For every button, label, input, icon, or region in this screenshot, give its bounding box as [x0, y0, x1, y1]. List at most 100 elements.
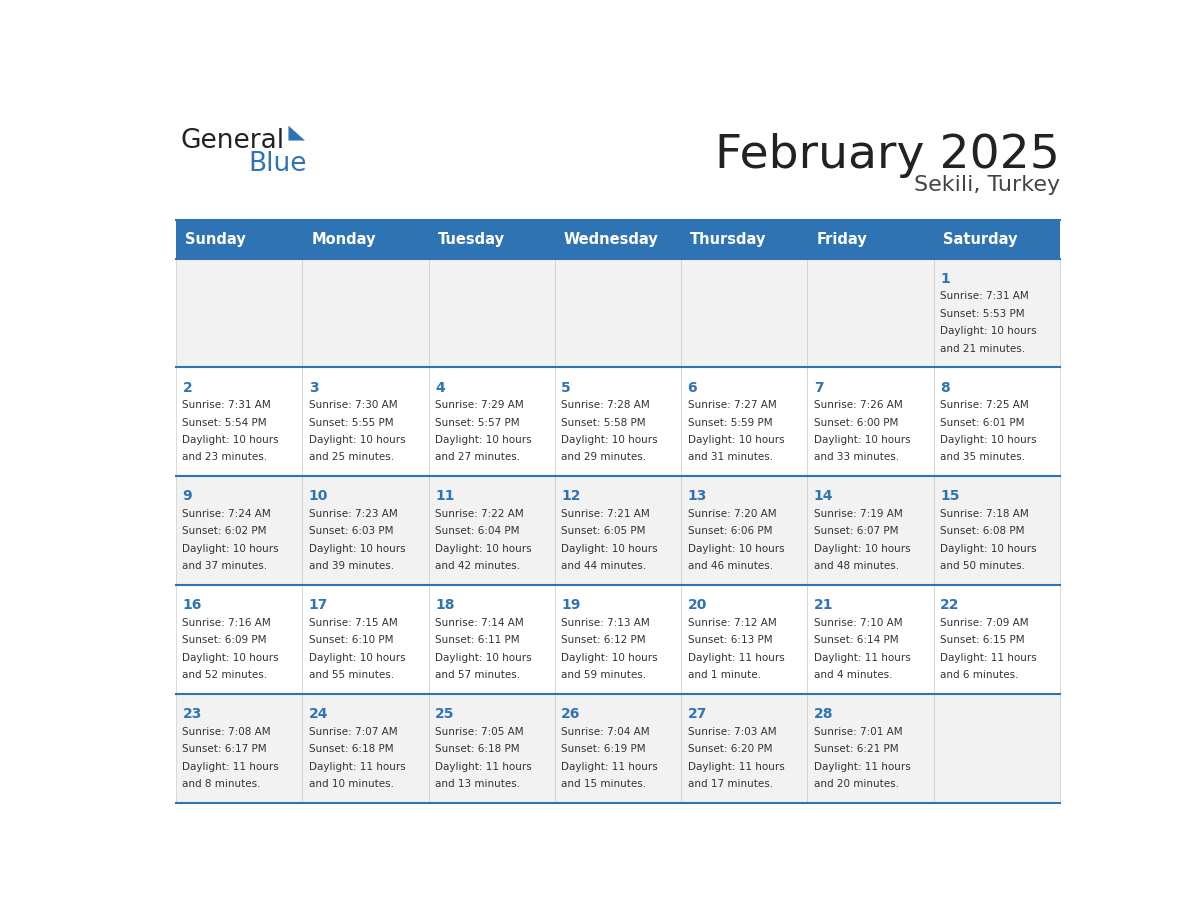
Text: 15: 15 — [940, 489, 960, 503]
Text: 27: 27 — [688, 707, 707, 722]
Text: Daylight: 10 hours: Daylight: 10 hours — [561, 543, 658, 554]
Text: Daylight: 10 hours: Daylight: 10 hours — [940, 435, 1037, 445]
FancyBboxPatch shape — [429, 476, 555, 585]
FancyBboxPatch shape — [808, 585, 934, 694]
Text: Sunday: Sunday — [185, 231, 246, 247]
Text: 26: 26 — [561, 707, 581, 722]
FancyBboxPatch shape — [303, 259, 429, 367]
Text: Sunrise: 7:10 AM: Sunrise: 7:10 AM — [814, 618, 903, 628]
Text: Sunrise: 7:31 AM: Sunrise: 7:31 AM — [940, 291, 1029, 301]
Polygon shape — [289, 126, 305, 140]
FancyBboxPatch shape — [429, 219, 555, 259]
Text: Daylight: 10 hours: Daylight: 10 hours — [814, 435, 910, 445]
FancyBboxPatch shape — [555, 694, 681, 803]
Text: Sunrise: 7:09 AM: Sunrise: 7:09 AM — [940, 618, 1029, 628]
Text: Daylight: 11 hours: Daylight: 11 hours — [309, 762, 405, 771]
Text: Sunset: 6:12 PM: Sunset: 6:12 PM — [561, 635, 646, 645]
Text: Sunrise: 7:20 AM: Sunrise: 7:20 AM — [688, 509, 776, 519]
FancyBboxPatch shape — [681, 259, 808, 367]
Text: Daylight: 11 hours: Daylight: 11 hours — [561, 762, 658, 771]
Text: Sunset: 6:04 PM: Sunset: 6:04 PM — [435, 526, 519, 536]
Text: Sunset: 5:53 PM: Sunset: 5:53 PM — [940, 308, 1025, 319]
Text: and 50 minutes.: and 50 minutes. — [940, 561, 1025, 571]
Text: Sunrise: 7:13 AM: Sunrise: 7:13 AM — [561, 618, 650, 628]
Text: Sunset: 6:08 PM: Sunset: 6:08 PM — [940, 526, 1024, 536]
Text: 10: 10 — [309, 489, 328, 503]
Text: Sunrise: 7:28 AM: Sunrise: 7:28 AM — [561, 400, 650, 410]
Text: Sunset: 6:00 PM: Sunset: 6:00 PM — [814, 418, 898, 428]
Text: Sunrise: 7:18 AM: Sunrise: 7:18 AM — [940, 509, 1029, 519]
Text: 19: 19 — [561, 599, 581, 612]
Text: Daylight: 11 hours: Daylight: 11 hours — [688, 653, 784, 663]
Text: and 57 minutes.: and 57 minutes. — [435, 670, 520, 680]
FancyBboxPatch shape — [555, 585, 681, 694]
Text: 28: 28 — [814, 707, 833, 722]
Text: Tuesday: Tuesday — [437, 231, 505, 247]
Text: and 39 minutes.: and 39 minutes. — [309, 561, 394, 571]
FancyBboxPatch shape — [303, 219, 429, 259]
Text: Sunset: 6:19 PM: Sunset: 6:19 PM — [561, 744, 646, 754]
Text: Blue: Blue — [248, 151, 307, 177]
Text: and 10 minutes.: and 10 minutes. — [309, 779, 393, 789]
Text: Sunset: 6:11 PM: Sunset: 6:11 PM — [435, 635, 519, 645]
Text: Daylight: 10 hours: Daylight: 10 hours — [561, 653, 658, 663]
FancyBboxPatch shape — [555, 367, 681, 476]
Text: Daylight: 11 hours: Daylight: 11 hours — [814, 762, 910, 771]
FancyBboxPatch shape — [681, 476, 808, 585]
Text: Sunset: 5:58 PM: Sunset: 5:58 PM — [561, 418, 646, 428]
Text: 21: 21 — [814, 599, 833, 612]
Text: and 23 minutes.: and 23 minutes. — [183, 453, 267, 463]
Text: Sunrise: 7:08 AM: Sunrise: 7:08 AM — [183, 727, 271, 736]
Text: Daylight: 10 hours: Daylight: 10 hours — [309, 543, 405, 554]
FancyBboxPatch shape — [429, 367, 555, 476]
Text: Sunset: 6:03 PM: Sunset: 6:03 PM — [309, 526, 393, 536]
Text: Sunrise: 7:15 AM: Sunrise: 7:15 AM — [309, 618, 398, 628]
FancyBboxPatch shape — [429, 585, 555, 694]
FancyBboxPatch shape — [808, 476, 934, 585]
Text: Daylight: 10 hours: Daylight: 10 hours — [940, 543, 1037, 554]
Text: Sunrise: 7:24 AM: Sunrise: 7:24 AM — [183, 509, 271, 519]
Text: Saturday: Saturday — [942, 231, 1017, 247]
Text: Thursday: Thursday — [690, 231, 766, 247]
Text: and 37 minutes.: and 37 minutes. — [183, 561, 267, 571]
Text: Sunrise: 7:04 AM: Sunrise: 7:04 AM — [561, 727, 650, 736]
Text: Daylight: 11 hours: Daylight: 11 hours — [940, 653, 1037, 663]
FancyBboxPatch shape — [176, 476, 303, 585]
Text: Daylight: 10 hours: Daylight: 10 hours — [435, 543, 531, 554]
Text: 23: 23 — [183, 707, 202, 722]
FancyBboxPatch shape — [176, 585, 303, 694]
FancyBboxPatch shape — [303, 585, 429, 694]
Text: Daylight: 10 hours: Daylight: 10 hours — [309, 653, 405, 663]
Text: Daylight: 10 hours: Daylight: 10 hours — [940, 326, 1037, 336]
FancyBboxPatch shape — [934, 367, 1060, 476]
Text: Daylight: 11 hours: Daylight: 11 hours — [688, 762, 784, 771]
Text: Sunset: 6:17 PM: Sunset: 6:17 PM — [183, 744, 267, 754]
Text: and 27 minutes.: and 27 minutes. — [435, 453, 520, 463]
FancyBboxPatch shape — [303, 367, 429, 476]
Text: Sunrise: 7:12 AM: Sunrise: 7:12 AM — [688, 618, 776, 628]
Text: Sunrise: 7:14 AM: Sunrise: 7:14 AM — [435, 618, 524, 628]
FancyBboxPatch shape — [429, 694, 555, 803]
Text: Sunrise: 7:01 AM: Sunrise: 7:01 AM — [814, 727, 903, 736]
Text: 2: 2 — [183, 381, 192, 395]
FancyBboxPatch shape — [934, 694, 1060, 803]
Text: Sunrise: 7:30 AM: Sunrise: 7:30 AM — [309, 400, 397, 410]
Text: Sunrise: 7:26 AM: Sunrise: 7:26 AM — [814, 400, 903, 410]
Text: and 42 minutes.: and 42 minutes. — [435, 561, 520, 571]
Text: 7: 7 — [814, 381, 823, 395]
Text: 6: 6 — [688, 381, 697, 395]
FancyBboxPatch shape — [176, 367, 303, 476]
Text: Sunset: 6:21 PM: Sunset: 6:21 PM — [814, 744, 898, 754]
Text: Sunset: 6:14 PM: Sunset: 6:14 PM — [814, 635, 898, 645]
Text: 5: 5 — [561, 381, 571, 395]
Text: Daylight: 11 hours: Daylight: 11 hours — [435, 762, 532, 771]
FancyBboxPatch shape — [681, 585, 808, 694]
Text: and 29 minutes.: and 29 minutes. — [561, 453, 646, 463]
Text: Sekili, Turkey: Sekili, Turkey — [914, 175, 1060, 196]
FancyBboxPatch shape — [555, 476, 681, 585]
Text: 8: 8 — [940, 381, 949, 395]
FancyBboxPatch shape — [555, 259, 681, 367]
Text: Sunset: 6:15 PM: Sunset: 6:15 PM — [940, 635, 1025, 645]
Text: Sunset: 5:57 PM: Sunset: 5:57 PM — [435, 418, 519, 428]
FancyBboxPatch shape — [303, 476, 429, 585]
